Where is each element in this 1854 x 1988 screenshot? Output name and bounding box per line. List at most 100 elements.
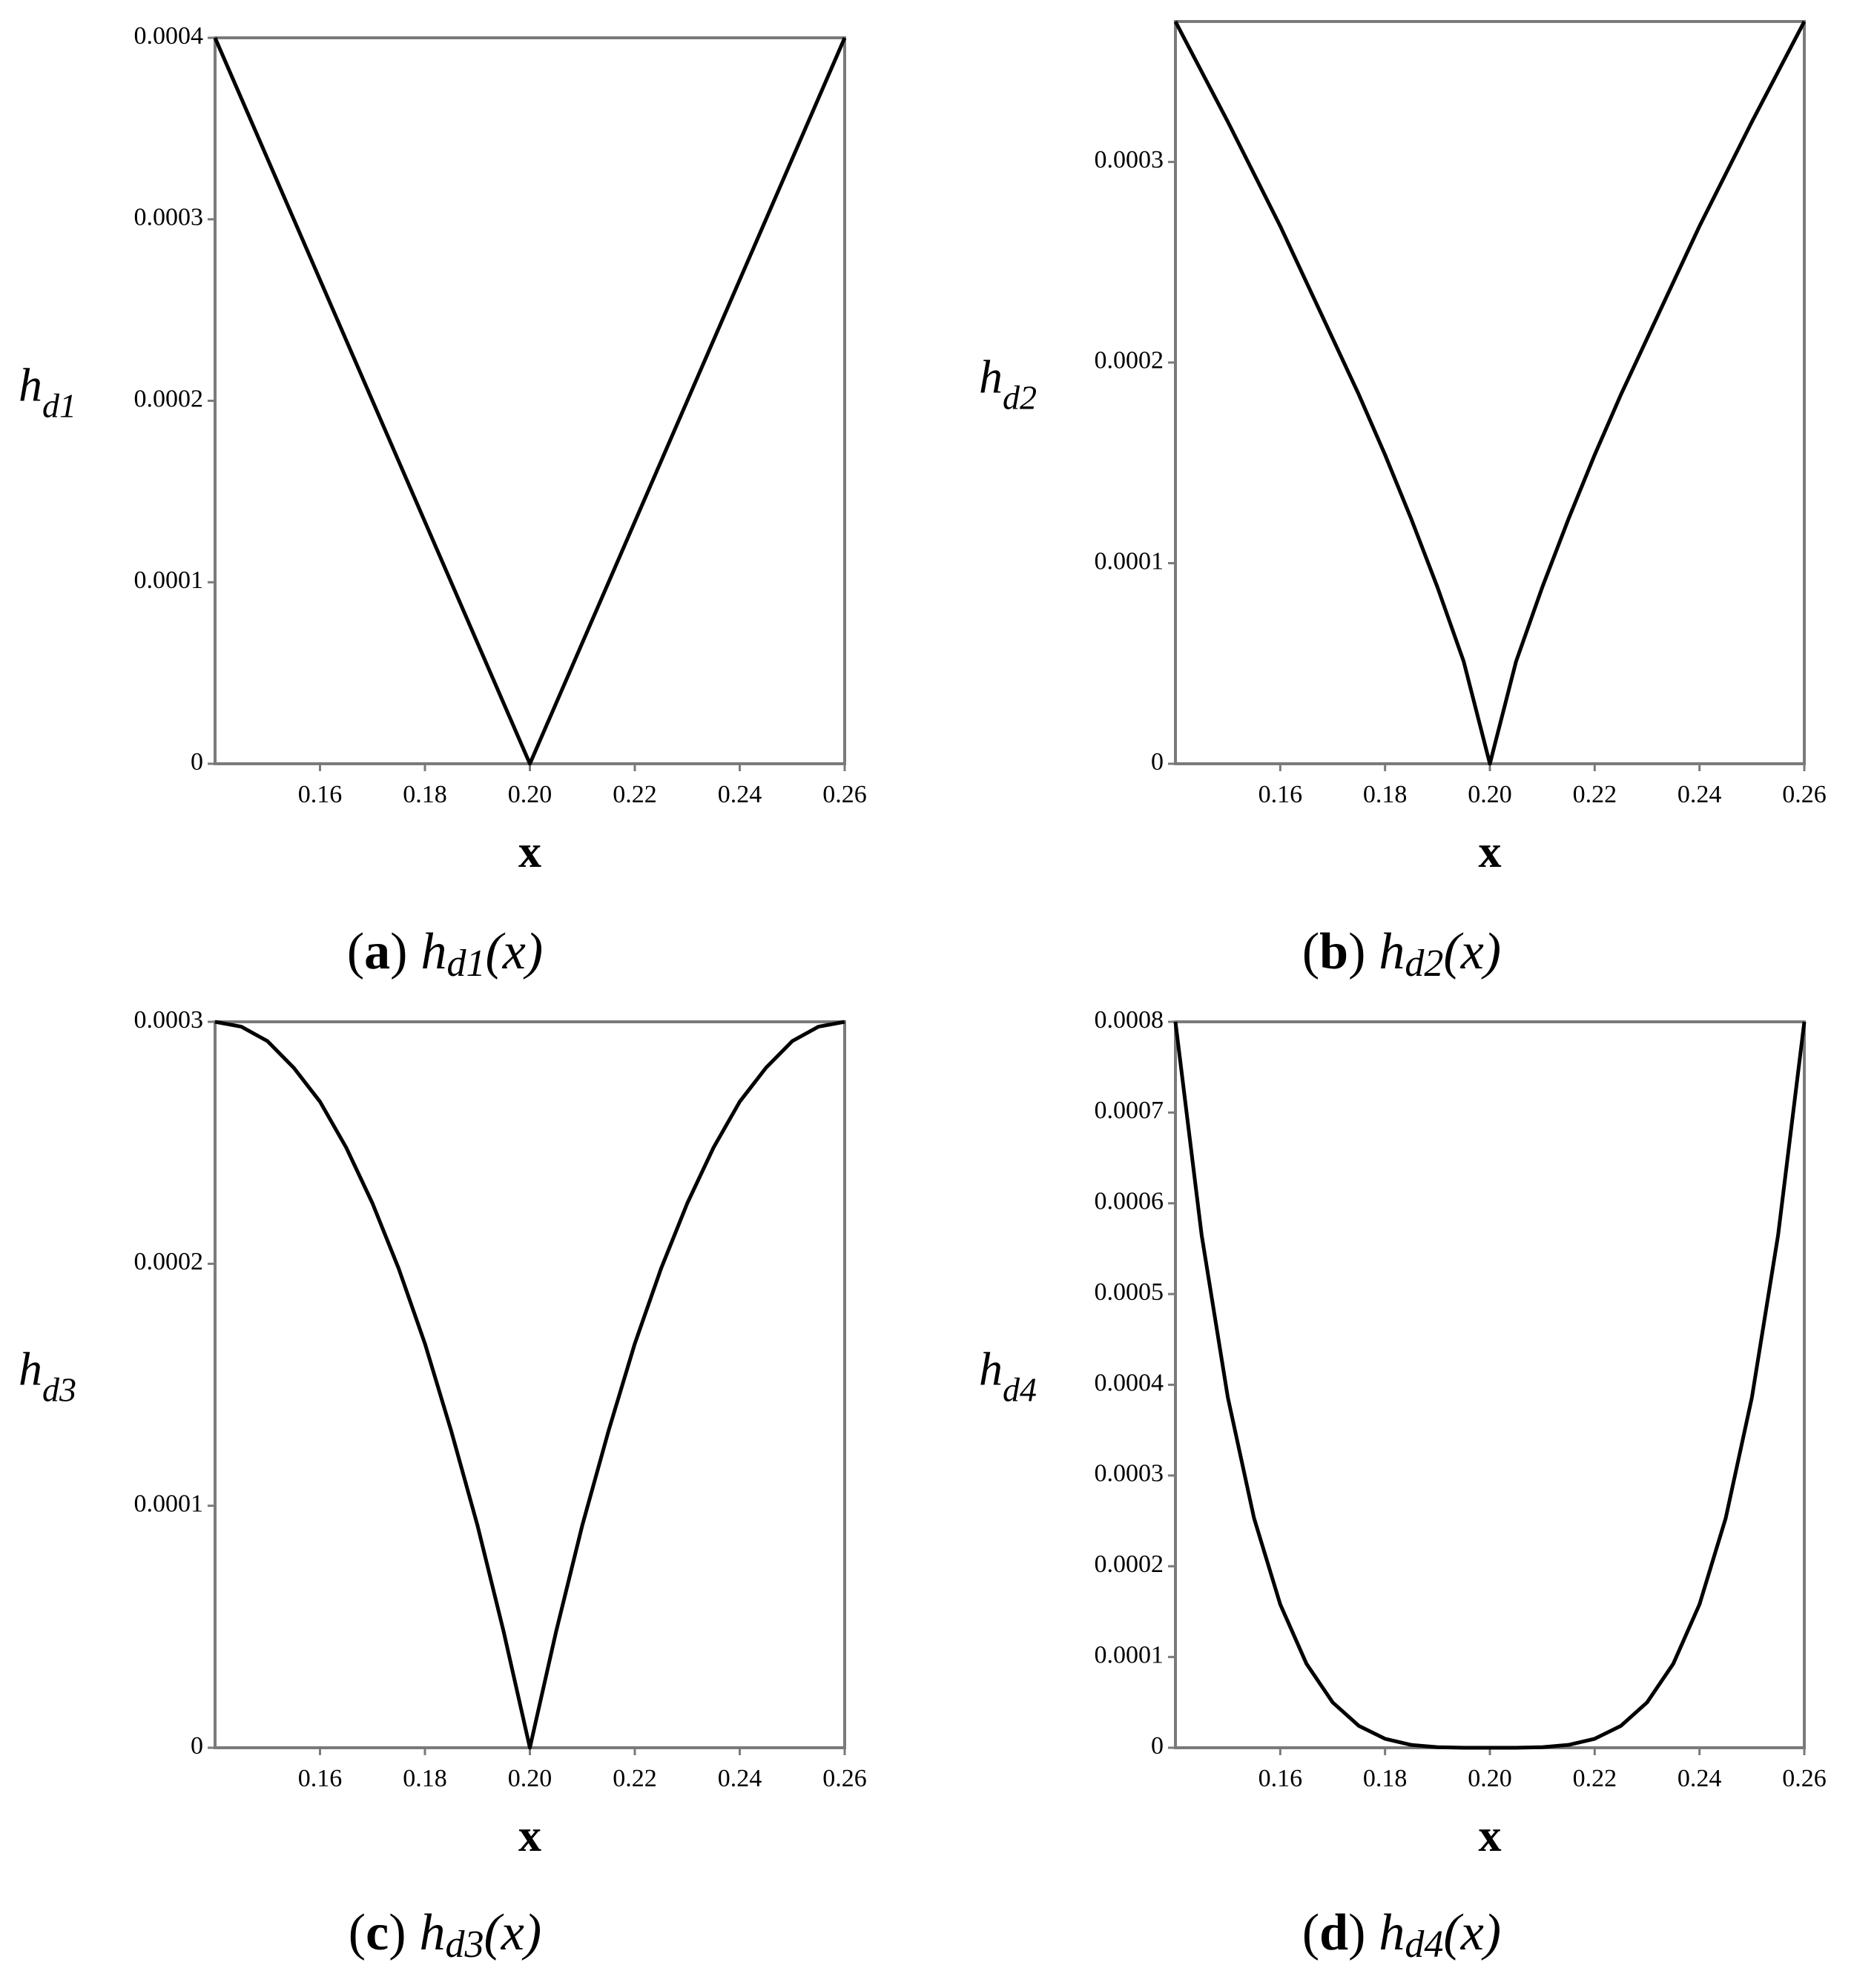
caption-func: h	[420, 923, 446, 980]
x-tick-label: 0.20	[508, 1765, 552, 1792]
curve	[214, 1020, 845, 1750]
x-tick-label: 0.26	[1782, 781, 1827, 808]
caption-open: (	[1302, 923, 1319, 980]
caption-arg: (x)	[1443, 1904, 1501, 1961]
y-axis-label: hd3	[19, 1342, 76, 1408]
caption-func: h	[1379, 923, 1405, 980]
y-tick-label: 0.0003	[1095, 146, 1164, 174]
x-tick-label: 0.22	[1573, 781, 1617, 808]
x-tick-label: 0.26	[822, 781, 867, 808]
caption-tag: d	[1319, 1904, 1348, 1961]
caption-close: )	[1348, 1904, 1365, 1961]
y-tick-label: 0.0008	[1095, 1006, 1164, 1034]
plot-frame	[1174, 20, 1806, 765]
caption-open: (	[1302, 1904, 1319, 1961]
y-tick-label: 0.0002	[134, 1248, 204, 1275]
y-axis-label-main: h	[979, 350, 1003, 403]
y-axis-label-sub: d1	[42, 386, 76, 424]
caption-close: )	[1348, 923, 1365, 980]
x-tick-label: 0.18	[1363, 781, 1408, 808]
plot-frame	[214, 1020, 846, 1749]
y-tick-label: 0.0004	[134, 22, 204, 50]
y-tick-label: 0.0001	[134, 1490, 204, 1517]
x-tick-label: 0.22	[613, 781, 657, 808]
caption-open: (	[349, 1904, 366, 1961]
x-axis-label: x	[1479, 1811, 1502, 1861]
y-tick-label: 0.0003	[134, 1006, 204, 1034]
panel: 0 0.0001 0.0002 0.0003 0.0004 0.16 0.18 0.20 0.2…	[19, 22, 867, 985]
x-tick-label: 0.18	[403, 1765, 447, 1792]
caption-close: )	[390, 923, 407, 980]
x-tick-label: 0.24	[1677, 1765, 1722, 1792]
x-tick-label: 0.16	[298, 1765, 343, 1792]
y-tick-label: 0.0006	[1095, 1188, 1164, 1215]
y-axis-label-sub: d3	[42, 1370, 76, 1408]
caption: (b) hd2(x)	[1302, 923, 1501, 985]
x-tick-label: 0.24	[718, 781, 762, 808]
caption-sub: d4	[1405, 1923, 1443, 1966]
caption: (a) hd1(x)	[347, 923, 543, 985]
x-axis-label: x	[518, 827, 541, 877]
caption-arg: (x)	[1443, 923, 1501, 980]
panel: 0 0.0001 0.0002 0.0003 0.16 0.18 0.20 0.22 0.24 0…	[19, 1006, 867, 1966]
y-tick-label: 0.0001	[134, 567, 204, 594]
curve	[213, 37, 847, 766]
y-axis-label-main: h	[19, 358, 42, 411]
y-tick-label: 0	[191, 748, 203, 776]
caption-func: h	[420, 1904, 446, 1961]
y-tick-label: 0	[1151, 1732, 1164, 1760]
y-axis-label: hd4	[979, 1342, 1037, 1408]
y-tick-label: 0.0004	[1095, 1369, 1164, 1396]
x-tick-label: 0.22	[1573, 1765, 1617, 1792]
x-tick-label: 0.24	[718, 1765, 762, 1792]
y-tick-label: 0.0003	[134, 204, 204, 231]
caption-tag: a	[364, 923, 390, 980]
y-tick-label: 0.0003	[1095, 1460, 1164, 1487]
x-tick-label: 0.24	[1677, 781, 1722, 808]
caption-sub: d2	[1405, 942, 1443, 985]
panel: 0 0.0001 0.0002 0.0003 0.16 0.18 0.20 0.22 0.24 0…	[979, 20, 1827, 985]
caption-tag: c	[366, 1904, 389, 1961]
panel: 0 0.0001 0.0002 0.0003 0.0004 0.0005 0.0006 0.0…	[979, 1006, 1827, 1966]
y-tick-label: 0.0001	[1095, 547, 1164, 575]
x-axis-label: x	[1479, 827, 1502, 877]
x-tick-label: 0.18	[403, 781, 447, 808]
y-tick-label: 0.0007	[1095, 1097, 1164, 1124]
y-axis-label: hd2	[979, 350, 1037, 416]
y-tick-label: 0.0002	[134, 385, 204, 412]
caption-open: (	[347, 923, 364, 980]
x-tick-label: 0.20	[1468, 1765, 1512, 1792]
x-tick-label: 0.16	[1258, 781, 1303, 808]
y-tick-label: 0	[1151, 748, 1164, 776]
plot-frame	[214, 36, 846, 765]
x-tick-label: 0.16	[298, 781, 343, 808]
y-axis-label-sub: d4	[1003, 1370, 1037, 1408]
x-axis-label: x	[518, 1811, 541, 1861]
caption-arg: (x)	[485, 923, 543, 980]
y-axis-label-sub: d2	[1003, 378, 1037, 416]
caption: (c) hd3(x)	[349, 1904, 541, 1966]
x-tick-label: 0.22	[613, 1765, 657, 1792]
y-axis-label: hd1	[19, 358, 76, 424]
y-tick-label: 0.0002	[1095, 1551, 1164, 1578]
x-tick-label: 0.18	[1363, 1765, 1408, 1792]
x-tick-label: 0.16	[1258, 1765, 1303, 1792]
y-tick-label: 0.0002	[1095, 347, 1164, 374]
caption-sub: d1	[446, 942, 485, 985]
y-tick-label: 0.0001	[1095, 1641, 1164, 1668]
caption-tag: b	[1319, 923, 1348, 980]
y-axis-label-main: h	[979, 1342, 1003, 1395]
x-tick-label: 0.20	[508, 781, 552, 808]
x-tick-label: 0.26	[822, 1765, 867, 1792]
caption-close: )	[389, 1904, 406, 1961]
caption-arg: (x)	[484, 1904, 542, 1961]
y-tick-label: 0.0005	[1095, 1278, 1164, 1306]
caption: (d) hd4(x)	[1302, 1904, 1501, 1966]
caption-func: h	[1379, 1904, 1405, 1961]
y-tick-label: 0	[191, 1732, 203, 1760]
curve	[1173, 1021, 1807, 1750]
x-tick-label: 0.26	[1782, 1765, 1827, 1792]
y-axis-label-main: h	[19, 1342, 42, 1395]
x-tick-label: 0.20	[1468, 781, 1512, 808]
